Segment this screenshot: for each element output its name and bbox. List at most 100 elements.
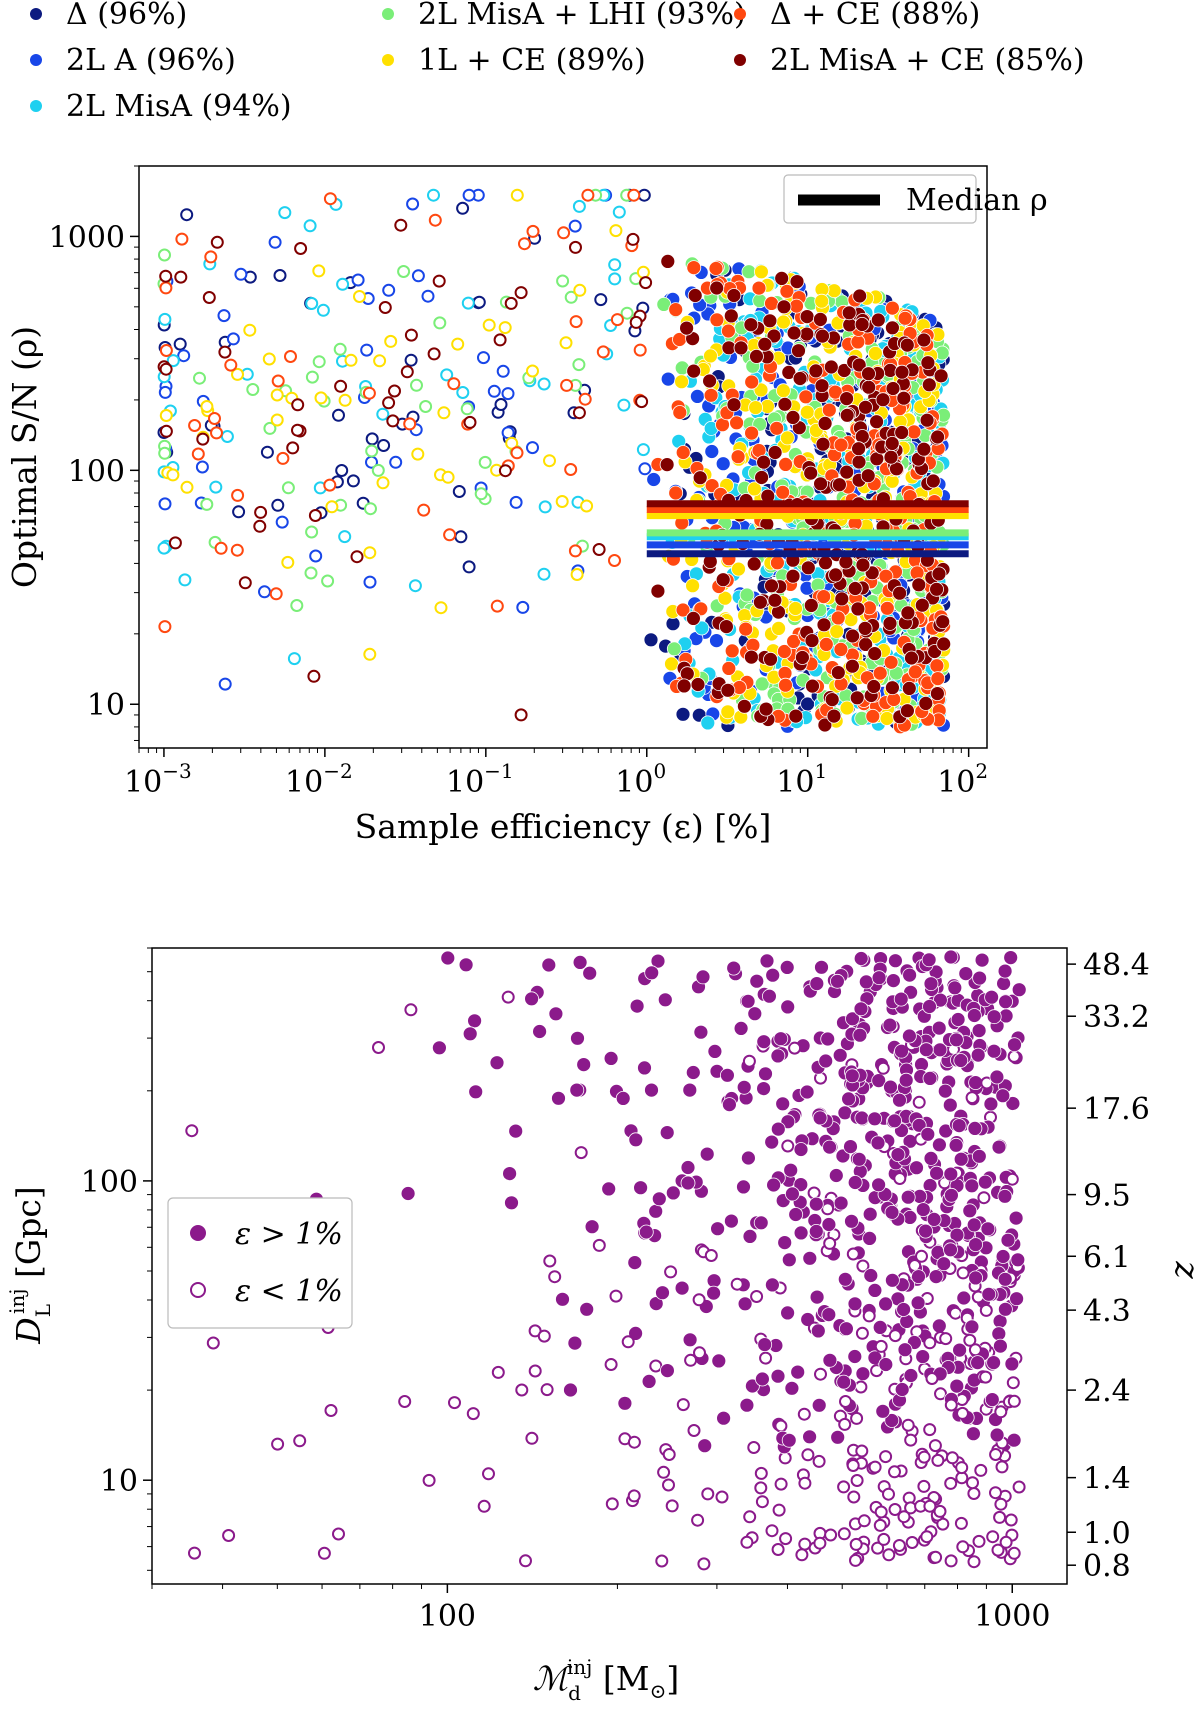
bottom-point xyxy=(838,1417,852,1431)
bottom-point xyxy=(972,1534,986,1548)
top-x-axis-label: Sample efficiency (ε) [%] xyxy=(355,807,772,846)
top-point xyxy=(830,665,846,680)
top-point xyxy=(899,337,915,353)
top-point xyxy=(786,325,802,341)
bottom-point xyxy=(765,1524,779,1538)
top-point xyxy=(462,560,476,574)
bottom-point xyxy=(963,1333,977,1347)
top-point xyxy=(872,665,888,681)
top-point xyxy=(911,577,927,593)
bottom-point xyxy=(873,1518,887,1532)
bottom-point xyxy=(876,1061,890,1075)
top-point xyxy=(158,446,172,460)
bottom-point xyxy=(765,967,781,983)
legend-label-6: 2L MisA + CE (85%) xyxy=(770,43,1085,78)
bottom-point xyxy=(847,1490,861,1504)
median-lines xyxy=(646,500,969,558)
bottom-point xyxy=(882,1487,895,1501)
bottom-point xyxy=(923,1423,937,1437)
top-point xyxy=(294,242,308,255)
bottom-point xyxy=(893,1172,907,1185)
bottom-point xyxy=(730,1277,744,1291)
top-point xyxy=(568,219,582,233)
bottom-point xyxy=(754,1481,768,1495)
top-point xyxy=(526,441,539,455)
redshift-tick-label: 1.4 xyxy=(1083,1462,1131,1497)
legend-marker-5 xyxy=(734,8,746,20)
bottom-point xyxy=(898,1072,914,1088)
bottom-point xyxy=(740,1535,754,1549)
top-point xyxy=(271,374,285,388)
bottom-point xyxy=(944,1398,958,1412)
top-point xyxy=(557,226,571,240)
top-point xyxy=(703,348,718,364)
redshift-ticks: 48.4 33.2 17.6 9.5 6.1 4.3 2.4 1.4 1.00.8 xyxy=(1067,948,1150,1584)
bottom-point xyxy=(779,1532,793,1546)
top-point xyxy=(231,488,245,502)
bottom-point xyxy=(1007,1394,1021,1408)
bottom-point xyxy=(857,1514,871,1528)
top-point xyxy=(273,269,287,282)
bottom-point xyxy=(332,1527,345,1541)
top-point xyxy=(774,270,790,286)
top-y-axis-label: Optimal S/N (ρ) xyxy=(5,326,44,588)
top-point xyxy=(799,326,815,342)
bottom-point xyxy=(871,1073,887,1088)
bottom-point xyxy=(685,1065,701,1080)
bottom-point xyxy=(839,1395,852,1408)
bottom-point xyxy=(780,999,796,1015)
bottom-point xyxy=(770,1368,786,1384)
bottom-point xyxy=(993,1510,1007,1524)
bottom-point xyxy=(802,1429,817,1445)
bottom-point xyxy=(699,1146,715,1162)
top-point xyxy=(733,340,749,356)
top-y-tick-label: 1000 xyxy=(49,220,125,255)
bottom-point xyxy=(644,1082,659,1098)
bottom-point xyxy=(697,1557,711,1571)
bottom-point xyxy=(948,1137,964,1153)
bottom-point xyxy=(584,1219,600,1235)
top-point xyxy=(748,400,763,416)
top-point xyxy=(709,280,725,296)
top-point xyxy=(377,439,391,452)
top-point xyxy=(627,188,641,202)
top-panel: 10−3 10−2 10−1 100 101 102 10 100 1000 Sample e… xyxy=(5,165,1048,846)
bottom-point xyxy=(968,1270,983,1286)
bottom-point xyxy=(1004,1513,1018,1527)
bottom-point xyxy=(759,953,775,969)
bottom-point xyxy=(971,1023,987,1038)
top-point xyxy=(174,270,188,284)
bottom-point xyxy=(878,1357,894,1372)
bottom-point xyxy=(1007,1546,1021,1560)
bottom-point xyxy=(477,1499,491,1513)
bottom-x-tick-label: 1000 xyxy=(974,1599,1050,1634)
top-point xyxy=(596,345,610,359)
bottom-point xyxy=(1005,1172,1019,1186)
top-point xyxy=(351,273,365,287)
bottom-point xyxy=(747,1006,763,1022)
top-point xyxy=(572,406,586,420)
legend-label-1: 2L A (96%) xyxy=(66,43,236,78)
bottom-point xyxy=(844,1068,860,1084)
bottom-point xyxy=(692,1293,706,1307)
top-point xyxy=(931,566,947,582)
bottom-point xyxy=(659,1125,675,1140)
top-point xyxy=(231,367,244,381)
bottom-point xyxy=(980,1221,996,1237)
top-point xyxy=(764,295,779,311)
bottom-point xyxy=(843,1139,858,1154)
top-point xyxy=(885,381,901,396)
bottom-point xyxy=(824,1528,838,1542)
bottom-point xyxy=(870,1135,886,1151)
bottom-point xyxy=(665,1185,681,1201)
top-point xyxy=(462,188,476,202)
top-point xyxy=(384,334,398,348)
bottom-point xyxy=(662,1448,676,1461)
top-point xyxy=(778,677,793,693)
top-point xyxy=(919,412,935,428)
bottom-point xyxy=(627,1435,641,1449)
bottom-point xyxy=(662,1478,675,1492)
top-point xyxy=(869,414,884,430)
top-point xyxy=(305,525,319,539)
top-point xyxy=(776,383,791,399)
